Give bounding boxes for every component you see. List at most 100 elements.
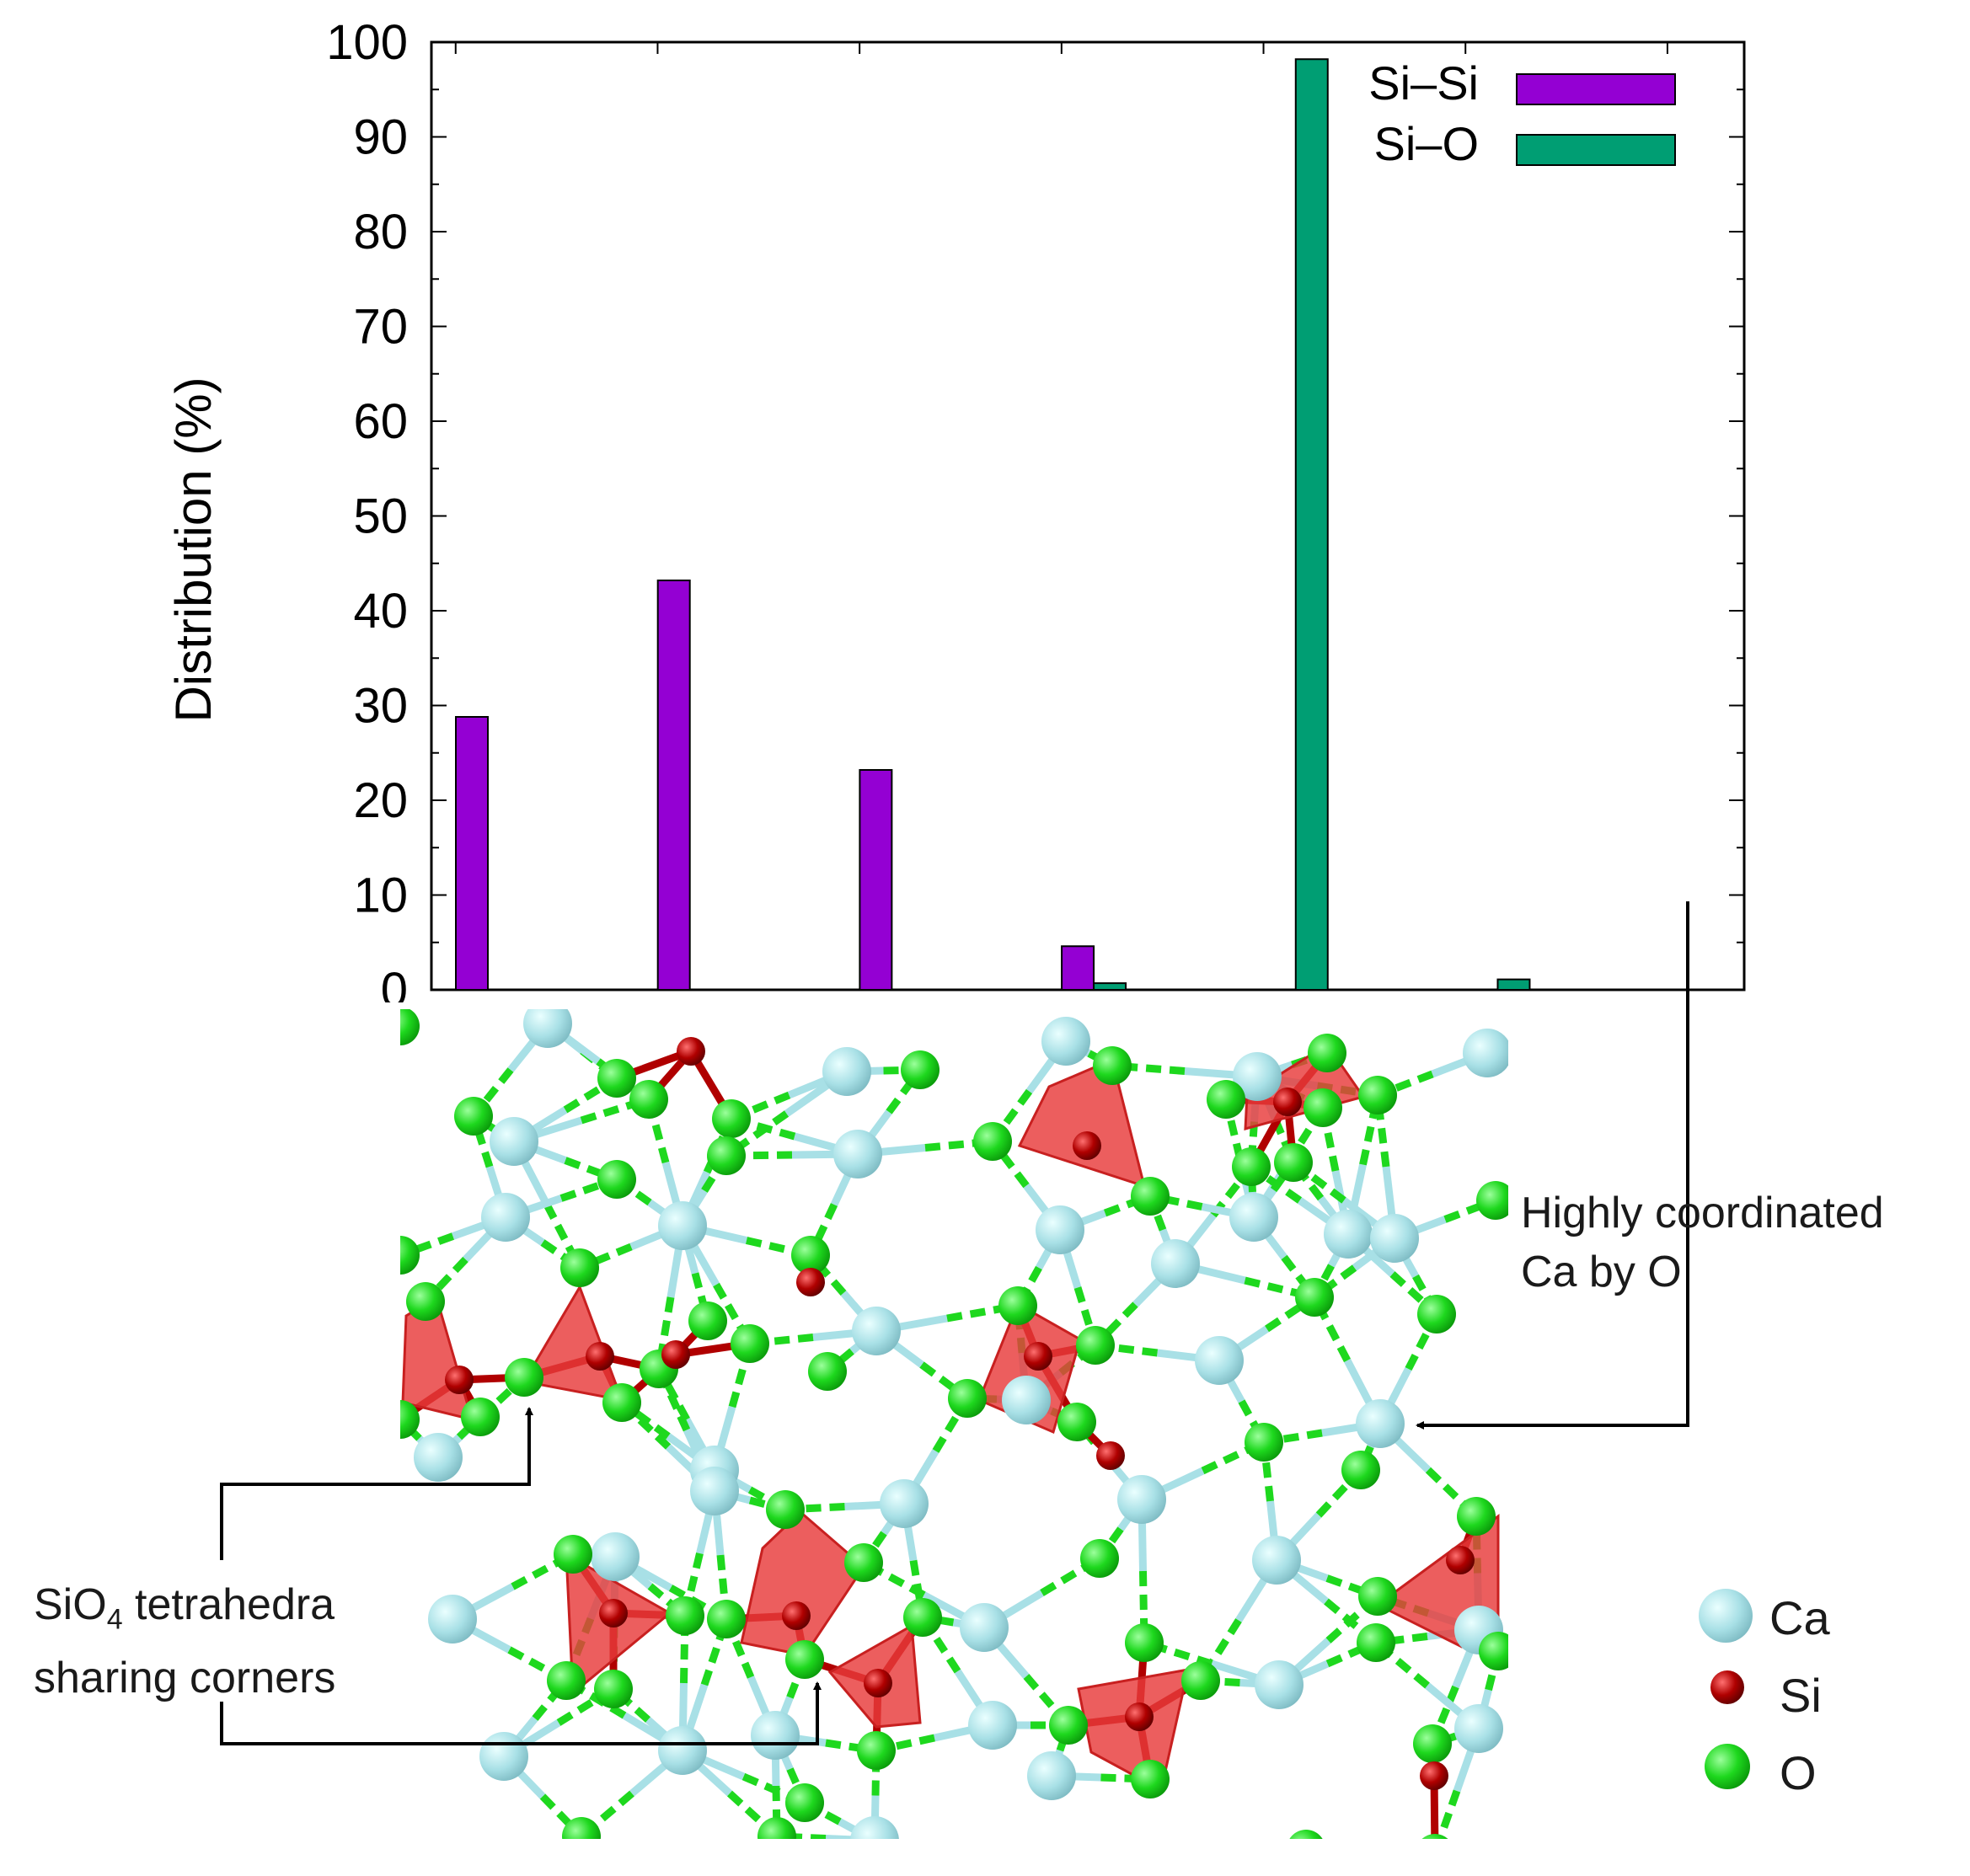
o-atom: [1245, 1423, 1283, 1462]
si-atom: [1446, 1546, 1475, 1574]
sio4-annotation-arrow-upper: [220, 1407, 533, 1560]
o-atom: [1341, 1451, 1380, 1489]
ca-atom: [1233, 1052, 1282, 1101]
o-atom: [597, 1059, 636, 1098]
o-atom: [1049, 1706, 1088, 1745]
o-atom: [629, 1080, 668, 1119]
o-atom: [808, 1352, 847, 1391]
ca-o-bond: [825, 1739, 877, 1755]
bar-chart: 0 10 20 30 40 50 60 70 80 90 100 Distribution (%) S…: [165, 15, 1746, 1002]
o-atom: [594, 1670, 633, 1708]
ca-atom: [822, 1047, 871, 1096]
sio4-annotation-line2: sharing corners: [34, 1654, 336, 1703]
si-atom: [796, 1268, 825, 1296]
ca-o-bond: [1436, 1789, 1461, 1839]
ca-atom: [1454, 1704, 1503, 1753]
ca-atom: [1255, 1660, 1304, 1709]
o-atom: [1357, 1623, 1395, 1662]
sio4-subscript: 4: [106, 1603, 123, 1636]
si-atom: [445, 1366, 474, 1394]
ca-annotation-line1: Highly coordinated: [1521, 1189, 1884, 1237]
ca-atom: [591, 1532, 640, 1581]
atom-key: [1699, 1589, 1753, 1789]
y-tick-label: 90: [353, 110, 408, 165]
o-atom: [857, 1731, 896, 1770]
o-atom: [998, 1286, 1037, 1325]
ca-o-bond: [825, 1835, 875, 1839]
o-atom: [948, 1379, 987, 1418]
ca-o-bond: [772, 1785, 781, 1837]
ca-atom: [690, 1467, 739, 1515]
ca-annotation-arrow: [1416, 901, 1689, 1430]
ca-o-bond: [1325, 1638, 1378, 1668]
si-atom: [782, 1601, 811, 1630]
ca-atom: [479, 1732, 528, 1781]
ca-atom: [751, 1711, 800, 1760]
ca-atom: [1002, 1376, 1051, 1424]
annotation-arrows: [220, 901, 1689, 1745]
o-atom: [505, 1358, 543, 1397]
o-atom: [707, 1136, 746, 1175]
o-atom: [1421, 1834, 1448, 1839]
y-tick-label: 50: [353, 489, 408, 544]
ca-annotation-line2: Ca by O: [1521, 1248, 1682, 1296]
ca-atom: [968, 1701, 1017, 1750]
sio4-tetrahedron: [740, 1510, 865, 1657]
o-atom: [1457, 1497, 1496, 1536]
sio4-annotation-arrow-lower: [220, 1681, 822, 1745]
bonds: [400, 1020, 1502, 1839]
ca-atom: [414, 1433, 463, 1482]
ca-atom: [1356, 1399, 1405, 1448]
y-tick-label: 20: [353, 773, 408, 828]
ca-atom: [960, 1603, 1009, 1652]
o-atom: [1358, 1577, 1397, 1616]
ca-atom: [1151, 1239, 1200, 1288]
ca-atom: [1195, 1336, 1244, 1385]
bar-si-o-6: [1496, 978, 1531, 991]
atoms: [400, 1009, 1508, 1839]
legend-label-si-si: Si–Si: [1368, 56, 1479, 110]
o-atom: [400, 1236, 420, 1275]
o-atom: [1476, 1181, 1508, 1220]
legend-swatch-si-o: [1516, 134, 1676, 166]
ca-o-bond: [989, 1139, 1030, 1189]
y-tick-label: 60: [353, 394, 408, 449]
o-atom: [400, 1009, 420, 1045]
ca-atom: [852, 1307, 901, 1355]
y-tick-label: 40: [353, 584, 408, 639]
ca-o-bond: [807, 1253, 847, 1296]
sio4-rest: tetrahedra: [122, 1580, 335, 1629]
si-atom: [677, 1037, 705, 1066]
y-axis-title: Distribution (%): [165, 377, 222, 722]
ca-atom: [1370, 1214, 1419, 1263]
bar-si-si-4: [1061, 945, 1095, 991]
o-atom: [766, 1490, 805, 1529]
si-atom: [1073, 1131, 1101, 1160]
o-atom: [602, 1383, 641, 1422]
o-atom: [973, 1122, 1012, 1161]
atom-key-ca-swatch: [1699, 1589, 1753, 1643]
ca-o-bond: [400, 1232, 455, 1259]
ca-o-bond: [539, 1793, 585, 1839]
y-tick-label: 10: [353, 869, 408, 923]
ca-o-bond: [532, 1678, 570, 1721]
o-atom: [712, 1099, 751, 1138]
si-atom: [864, 1669, 892, 1697]
o-atom: [1207, 1080, 1245, 1119]
sio4-formula: SiO: [34, 1580, 107, 1629]
ca-o-bond: [1325, 1574, 1379, 1601]
y-tick-label: 0: [381, 963, 408, 1002]
o-atom: [707, 1600, 746, 1638]
si-atom: [1273, 1088, 1302, 1116]
atom-key-label-ca: Ca: [1769, 1591, 1830, 1644]
o-atom: [901, 1050, 939, 1089]
ca-o-bond: [1103, 1192, 1152, 1217]
ca-o-bond: [1312, 1264, 1357, 1301]
sio4-annotation: SiO4 tetrahedra sharing corners: [34, 1575, 335, 1708]
o-atom: [1274, 1143, 1313, 1182]
ca-o-bond: [469, 1114, 494, 1168]
o-atom: [597, 1160, 636, 1199]
si-atom: [1125, 1702, 1154, 1731]
o-atom: [1289, 1830, 1323, 1839]
